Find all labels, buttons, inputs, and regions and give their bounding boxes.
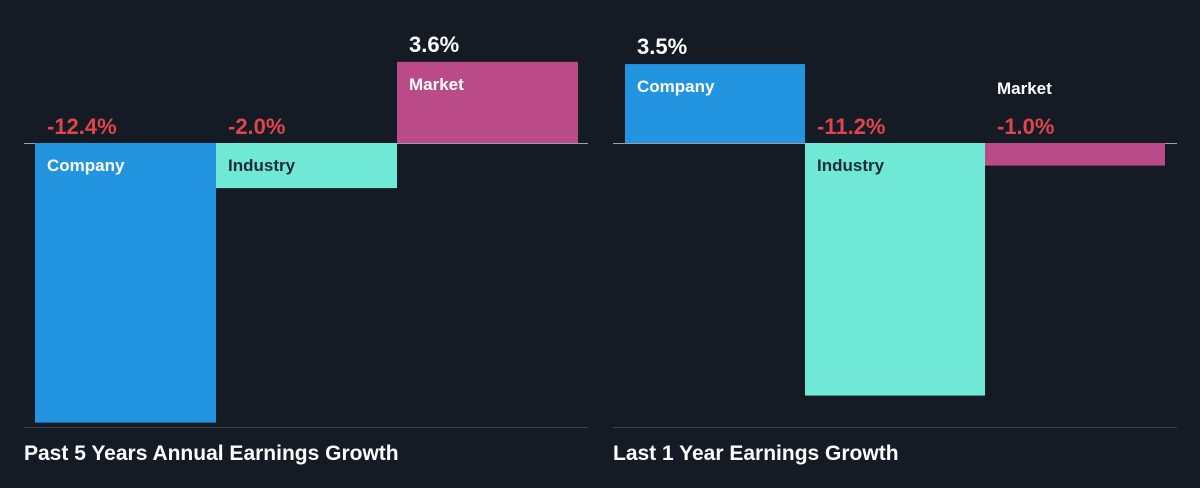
bar-company-last-1-year <box>625 64 805 143</box>
bar-company-past-5-years <box>35 143 216 423</box>
value-label-company-last-1-year: 3.5% <box>637 34 687 59</box>
value-label-market-past-5-years: 3.6% <box>409 32 459 57</box>
category-label-industry-past-5-years: Industry <box>228 156 296 175</box>
category-label-market-past-5-years: Market <box>409 75 464 94</box>
chart-title-past-5-years: Past 5 Years Annual Earnings Growth <box>24 442 399 465</box>
bar-market-last-1-year <box>985 143 1165 166</box>
category-label-company-past-5-years: Company <box>47 156 125 175</box>
bar-market-past-5-years <box>397 61 578 143</box>
chart-title-last-1-year: Last 1 Year Earnings Growth <box>613 442 899 465</box>
bar-industry-last-1-year <box>805 143 985 396</box>
value-label-industry-past-5-years: -2.0% <box>228 114 285 139</box>
value-label-market-last-1-year: -1.0% <box>997 114 1054 139</box>
category-label-company-last-1-year: Company <box>637 77 715 96</box>
category-label-industry-last-1-year: Industry <box>817 156 885 175</box>
category-label-market-last-1-year: Market <box>997 79 1052 98</box>
bar-industry-past-5-years <box>216 143 397 189</box>
value-label-industry-last-1-year: -11.2% <box>817 114 886 139</box>
value-label-company-past-5-years: -12.4% <box>47 114 117 139</box>
